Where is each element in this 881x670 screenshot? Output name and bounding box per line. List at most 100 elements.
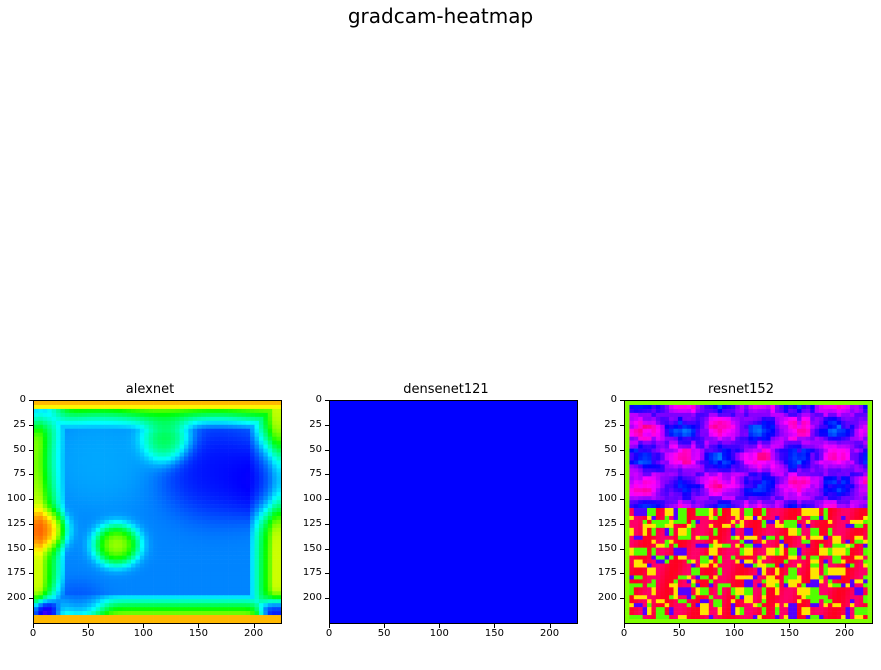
alexnet-cell: [126, 496, 132, 501]
resnet152-cell: [726, 468, 732, 473]
resnet152-cell: [845, 444, 851, 449]
resnet152-cell: [867, 424, 872, 430]
resnet152-cell: [863, 444, 868, 449]
alexnet-cell: [82, 539, 88, 545]
resnet152-cell: [708, 484, 714, 489]
resnet152-cell: [669, 408, 674, 414]
resnet152-cell: [752, 476, 758, 481]
alexnet-cell: [122, 619, 127, 623]
resnet152-cell: [797, 484, 802, 489]
resnet152-cell: [726, 460, 732, 465]
resnet152-cell: [695, 480, 701, 485]
alexnet-cell: [232, 571, 238, 576]
alexnet-cell: [161, 551, 167, 556]
alexnet-cell: [144, 412, 150, 418]
alexnet-cell: [47, 599, 52, 604]
alexnet-cell: [206, 496, 211, 501]
alexnet-cell: [250, 579, 255, 584]
alexnet-cell: [126, 595, 132, 600]
alexnet-cell: [276, 587, 281, 592]
resnet152-cell: [832, 476, 838, 481]
alexnet-cell: [64, 575, 70, 580]
alexnet-cell: [179, 527, 185, 533]
alexnet-cell: [250, 555, 255, 560]
resnet152-cell: [801, 401, 807, 406]
alexnet-cell: [51, 508, 57, 513]
alexnet-cell: [113, 444, 119, 449]
alexnet-cell: [183, 460, 189, 465]
alexnet-cell: [210, 464, 216, 469]
alexnet-cell: [153, 424, 158, 430]
resnet152-cell: [633, 484, 639, 489]
alexnet-cell: [241, 412, 247, 418]
alexnet-cell: [82, 563, 88, 568]
alexnet-cell: [197, 460, 202, 465]
alexnet-cell: [263, 508, 269, 513]
resnet152-cell: [854, 492, 860, 497]
alexnet-cell: [113, 404, 119, 410]
resnet152-cell: [783, 404, 789, 410]
resnet152-cell: [766, 401, 771, 406]
alexnet-cell: [223, 416, 229, 422]
resnet152-cell: [669, 432, 674, 437]
resnet152-cell: [770, 488, 776, 493]
alexnet-cell: [104, 512, 110, 517]
alexnet-cell: [38, 444, 44, 449]
alexnet-cell: [91, 408, 97, 414]
resnet152-cell: [770, 472, 776, 477]
resnet152-cell: [735, 476, 741, 481]
resnet152-cell: [752, 464, 758, 469]
alexnet-cell: [100, 591, 105, 596]
alexnet-cell: [183, 504, 189, 509]
alexnet-cell: [188, 464, 194, 469]
resnet152-cell: [717, 515, 723, 521]
resnet152-cell: [805, 404, 811, 410]
alexnet-cell: [117, 539, 123, 545]
alexnet-cell: [183, 476, 189, 481]
resnet152-cell: [801, 424, 807, 430]
alexnet-cell: [91, 591, 97, 596]
alexnet-cell: [258, 615, 264, 620]
alexnet-cell: [78, 563, 83, 568]
alexnet-cell: [157, 452, 163, 457]
alexnet-cell: [236, 547, 242, 552]
resnet152-cell: [647, 420, 652, 426]
alexnet-cell: [157, 500, 163, 505]
resnet152-cell: [783, 436, 789, 441]
alexnet-cell: [250, 460, 255, 465]
alexnet-cell: [201, 420, 207, 426]
alexnet-cell: [78, 619, 83, 623]
alexnet-cell: [131, 420, 136, 426]
alexnet-cell: [183, 512, 189, 517]
alexnet-cell: [272, 504, 277, 509]
resnet152-cell: [722, 519, 727, 525]
alexnet-cell: [47, 571, 52, 576]
resnet152-cell: [717, 500, 723, 505]
alexnet-cell: [245, 559, 251, 564]
alexnet-cell: [223, 583, 229, 588]
alexnet-cell: [232, 452, 238, 457]
alexnet-cell: [69, 436, 75, 441]
alexnet-cell: [131, 523, 136, 529]
resnet152-cell: [722, 456, 727, 461]
alexnet-cell: [135, 563, 141, 568]
alexnet-cell: [161, 527, 167, 533]
alexnet-cell: [250, 531, 255, 537]
resnet152-cell: [770, 504, 776, 509]
alexnet-cell: [42, 567, 48, 572]
resnet152-cell: [730, 480, 736, 485]
alexnet-cell: [223, 408, 229, 414]
resnet152-cell: [801, 488, 807, 493]
alexnet-cell: [197, 508, 202, 513]
resnet152-cell: [686, 452, 692, 457]
resnet152-cell: [770, 420, 776, 426]
alexnet-cell: [86, 412, 92, 418]
alexnet-cell: [34, 523, 39, 529]
alexnet-cell: [201, 615, 207, 620]
alexnet-cell: [241, 591, 247, 596]
alexnet-cell: [188, 408, 194, 414]
alexnet-cell: [206, 460, 211, 465]
resnet152-cell: [770, 460, 776, 465]
alexnet-cell: [210, 440, 216, 445]
resnet152-cell: [849, 484, 855, 489]
